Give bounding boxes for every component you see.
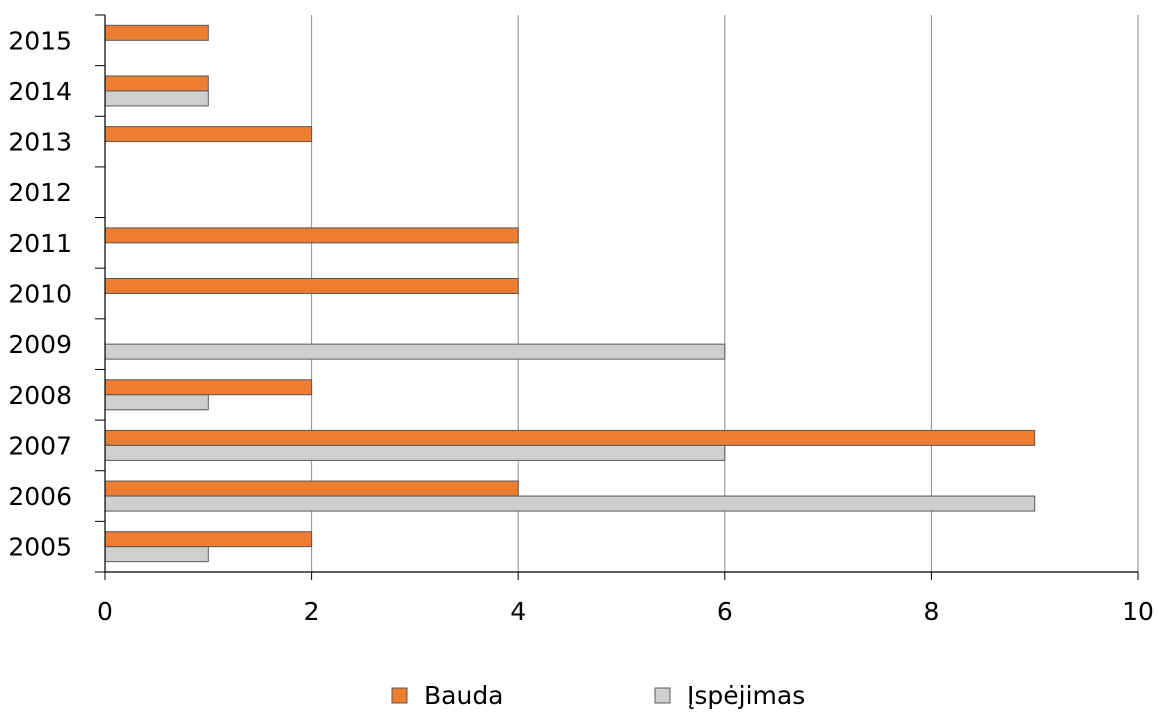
legend-swatch-Įspėjimas — [654, 687, 671, 704]
bar-Bauda-2010 — [104, 278, 519, 294]
x-tick-labels: 0 2 4 6 8 10 — [97, 597, 1154, 626]
bar-Įspėjimas-2009 — [104, 343, 726, 360]
y-tick-label-2005: 2005 — [8, 533, 72, 562]
bar-Bauda-2005 — [104, 531, 313, 548]
y-tick-label-2007: 2007 — [8, 431, 72, 460]
bar-Bauda-2013 — [104, 126, 313, 143]
bars — [104, 24, 1036, 563]
legend: Bauda Įspėjimas — [391, 681, 805, 710]
y-tick-label-2015: 2015 — [8, 26, 72, 55]
legend-label-Bauda: Bauda — [424, 681, 504, 710]
x-tick-label-4: 4 — [510, 597, 526, 626]
bar-Įspėjimas-2006 — [104, 495, 1036, 512]
bar-Įspėjimas-2005 — [104, 546, 209, 563]
y-tick-labels: 2005 2006 2007 2008 2009 2010 2011 2012 2013 2014… — [8, 26, 72, 561]
x-tick-label-6: 6 — [717, 597, 733, 626]
y-tick-label-2011: 2011 — [8, 229, 72, 258]
legend-label-Įspėjimas: Įspėjimas — [687, 681, 805, 710]
x-tick-label-10: 10 — [1122, 597, 1154, 626]
y-tick-label-2014: 2014 — [8, 77, 72, 106]
bar-Bauda-2008 — [104, 379, 313, 396]
x-tick-label-0: 0 — [97, 597, 113, 626]
y-tick-label-2009: 2009 — [8, 330, 72, 359]
axes — [95, 14, 1139, 580]
x-tick-label-2: 2 — [304, 597, 320, 626]
bar-Bauda-2006 — [104, 480, 519, 497]
gridlines — [311, 15, 1139, 572]
y-tick-label-2010: 2010 — [8, 280, 72, 309]
bar-Bauda-2014 — [104, 75, 209, 92]
y-tick-label-2012: 2012 — [8, 178, 72, 207]
bar-Bauda-2007 — [104, 429, 1036, 446]
legend-swatch-Bauda — [391, 687, 408, 704]
bar-Įspėjimas-2014 — [104, 90, 209, 107]
bar-Bauda-2011 — [104, 227, 519, 244]
y-tick-label-2008: 2008 — [8, 381, 72, 410]
bar-Bauda-2015 — [104, 24, 209, 41]
y-tick-label-2006: 2006 — [8, 482, 72, 511]
bar-Įspėjimas-2007 — [104, 444, 726, 461]
bar-Įspėjimas-2008 — [104, 394, 209, 411]
y-tick-label-2013: 2013 — [8, 128, 72, 157]
x-tick-label-8: 8 — [923, 597, 939, 626]
